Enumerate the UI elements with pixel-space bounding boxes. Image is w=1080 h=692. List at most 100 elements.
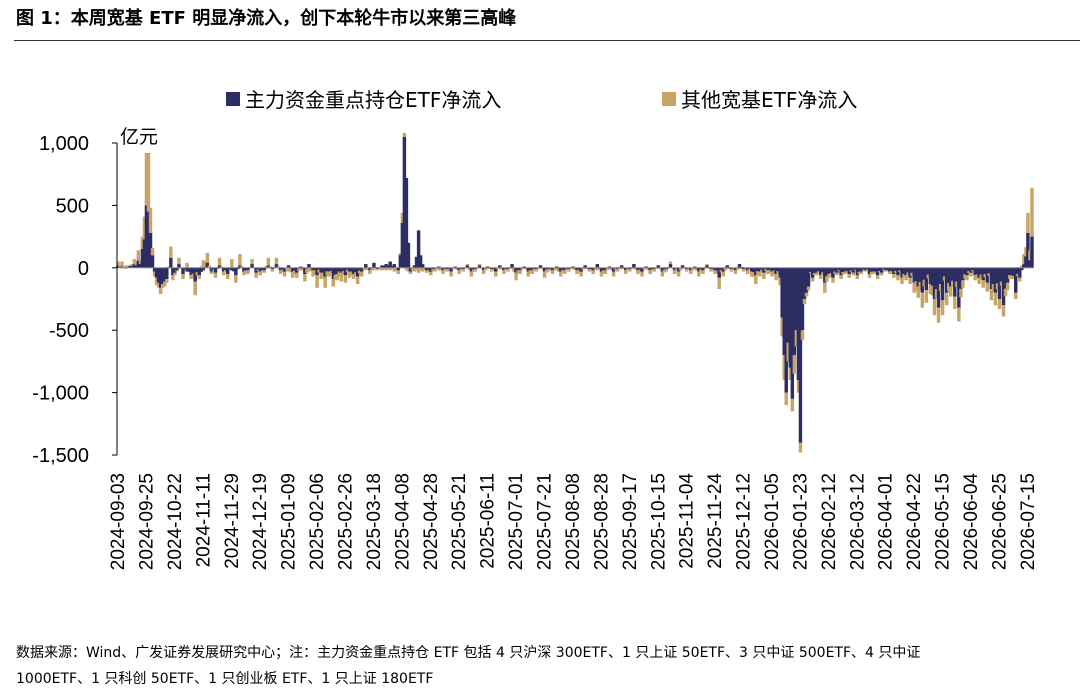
bar-other — [642, 268, 646, 270]
bar-main — [175, 267, 179, 271]
bar-main — [473, 267, 478, 270]
bar-other — [749, 271, 754, 277]
bar-other — [368, 270, 372, 275]
bar-other — [745, 270, 750, 275]
bar-other — [918, 282, 922, 291]
y-tick-label: 1,000 — [39, 133, 89, 155]
bar-other — [557, 268, 561, 272]
bar-other — [754, 275, 758, 285]
bar-other — [418, 267, 423, 271]
bar-main — [624, 267, 628, 271]
bar-other — [360, 271, 364, 277]
bar-main — [831, 267, 835, 278]
bar-main — [357, 267, 362, 271]
bar-other — [593, 267, 598, 270]
bar-main — [772, 267, 776, 271]
bar-other — [554, 267, 559, 271]
bar-main — [764, 267, 768, 269]
bar-other — [292, 270, 297, 275]
bar-main — [280, 267, 285, 270]
bar-main — [158, 267, 163, 288]
bar-main — [132, 264, 136, 268]
bar-other — [240, 266, 244, 268]
bar-main — [282, 267, 287, 272]
bar-main — [713, 267, 717, 271]
bar-other — [979, 274, 983, 279]
bar-other — [760, 269, 764, 273]
bar-other — [441, 270, 445, 275]
bar-main — [806, 267, 811, 287]
bar-main — [360, 267, 364, 272]
bar-main — [1005, 267, 1010, 283]
bar-main — [924, 267, 929, 291]
bar-other — [286, 267, 291, 272]
bar-other — [297, 268, 301, 271]
bar-main — [258, 267, 262, 272]
bar-other — [875, 275, 880, 280]
bar-other — [660, 271, 665, 277]
bar-main — [934, 267, 939, 290]
bar-main — [946, 267, 951, 284]
bar-main — [591, 267, 595, 271]
bar-other — [930, 285, 935, 296]
bar-other — [579, 271, 583, 277]
bar-main — [128, 265, 132, 268]
x-tick-label: 2026-01-05 — [762, 473, 783, 570]
bar-other — [274, 257, 279, 265]
bar-other — [626, 268, 630, 271]
bar-main — [327, 267, 331, 272]
bar-other — [504, 268, 508, 271]
bar-main — [217, 265, 222, 268]
bar-other — [225, 274, 230, 280]
bar-main — [628, 267, 632, 270]
bar-other — [459, 268, 463, 271]
bar-other — [313, 270, 317, 275]
bar-main — [347, 267, 352, 272]
bar-other — [849, 270, 853, 272]
bar-main — [737, 264, 742, 268]
bar-main — [481, 267, 486, 271]
bar-main — [191, 267, 195, 274]
bar-other — [615, 269, 620, 272]
bar-main — [672, 267, 677, 271]
bar-other — [211, 269, 216, 271]
x-tick-label: 2026-02-12 — [819, 473, 840, 570]
bar-main — [571, 266, 575, 268]
bar-other — [605, 268, 610, 270]
bar-other — [705, 264, 709, 266]
bar-other — [650, 269, 654, 272]
bar-other — [416, 267, 421, 273]
bar-other — [264, 266, 269, 268]
title-divider — [14, 40, 1080, 41]
bar-other — [693, 267, 697, 270]
bar-other — [806, 286, 811, 291]
bar-other — [331, 279, 336, 287]
bar-other — [471, 269, 476, 272]
bar-other — [577, 269, 581, 273]
x-tick-label: 2025-11-24 — [705, 473, 726, 569]
bar-main — [664, 267, 669, 270]
bar-other — [617, 267, 622, 270]
bar-other — [552, 268, 557, 270]
bar-other — [788, 367, 793, 381]
bar-other — [165, 279, 169, 283]
bar-other — [648, 270, 652, 275]
bar-main — [225, 267, 230, 275]
bar-main — [752, 267, 756, 273]
bar-main — [544, 267, 549, 270]
y-tick-label: 0 — [78, 258, 89, 280]
bar-other — [914, 281, 918, 290]
bar-main — [400, 222, 405, 268]
bar-other — [453, 267, 457, 270]
bar-main — [660, 267, 665, 272]
bar-other — [303, 274, 307, 282]
bar-main — [987, 267, 992, 274]
bar-main — [355, 267, 360, 277]
bar-main — [615, 267, 620, 270]
bar-main — [733, 267, 738, 271]
bar-other — [532, 268, 537, 271]
bar-other — [942, 276, 947, 281]
bar-other — [142, 216, 147, 240]
bar-main — [412, 265, 417, 268]
bar-other — [199, 266, 204, 268]
